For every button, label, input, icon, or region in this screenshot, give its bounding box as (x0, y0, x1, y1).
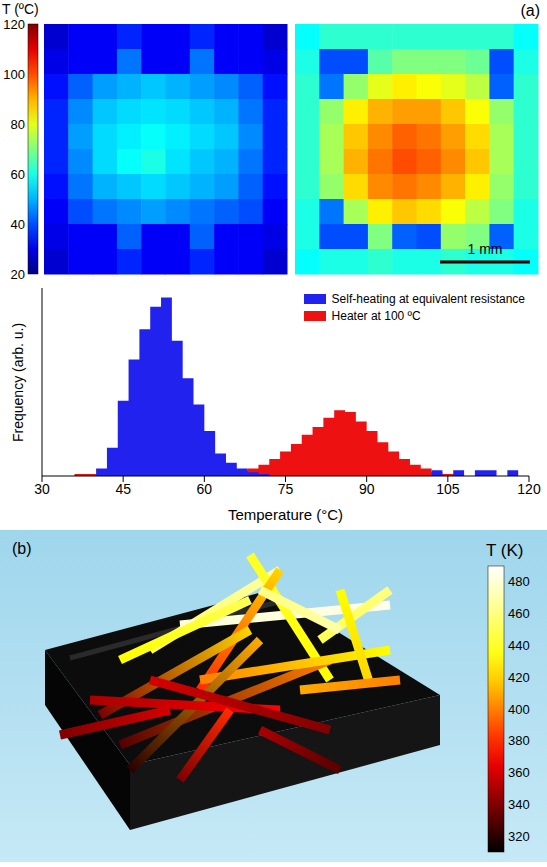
svg-text:60: 60 (197, 481, 213, 497)
svg-text:(b): (b) (12, 540, 32, 557)
svg-text:340: 340 (508, 797, 530, 812)
svg-text:40: 40 (11, 217, 25, 232)
svg-text:Temperature (°C): Temperature (°C) (228, 506, 343, 523)
svg-text:1 mm: 1 mm (468, 241, 503, 257)
svg-text:460: 460 (508, 606, 530, 621)
svg-text:90: 90 (359, 481, 375, 497)
svg-text:(a): (a) (520, 2, 540, 19)
svg-text:120: 120 (517, 481, 541, 497)
svg-text:360: 360 (508, 765, 530, 780)
svg-text:400: 400 (508, 702, 530, 717)
svg-text:80: 80 (11, 117, 25, 132)
svg-text:T (K): T (K) (486, 541, 523, 560)
svg-text:75: 75 (278, 481, 294, 497)
svg-text:20: 20 (11, 267, 25, 281)
svg-text:T (ºC): T (ºC) (2, 1, 39, 17)
svg-text:60: 60 (11, 167, 25, 182)
svg-text:100: 100 (3, 67, 25, 82)
svg-text:440: 440 (508, 638, 530, 653)
svg-text:380: 380 (508, 733, 530, 748)
svg-text:120: 120 (3, 17, 25, 32)
svg-text:320: 320 (508, 829, 530, 844)
svg-text:105: 105 (436, 481, 460, 497)
svg-text:420: 420 (508, 670, 530, 685)
svg-text:480: 480 (508, 574, 530, 589)
html-text:Self-heating at equivalent res: Self-heating at equivalent resistance (331, 292, 525, 306)
svg-text:Frequency (arb. u.): Frequency (arb. u.) (10, 323, 26, 442)
svg-text:45: 45 (115, 481, 131, 497)
html-text:Heater at 100 ºC: Heater at 100 ºC (331, 309, 421, 323)
svg-text:30: 30 (34, 481, 50, 497)
